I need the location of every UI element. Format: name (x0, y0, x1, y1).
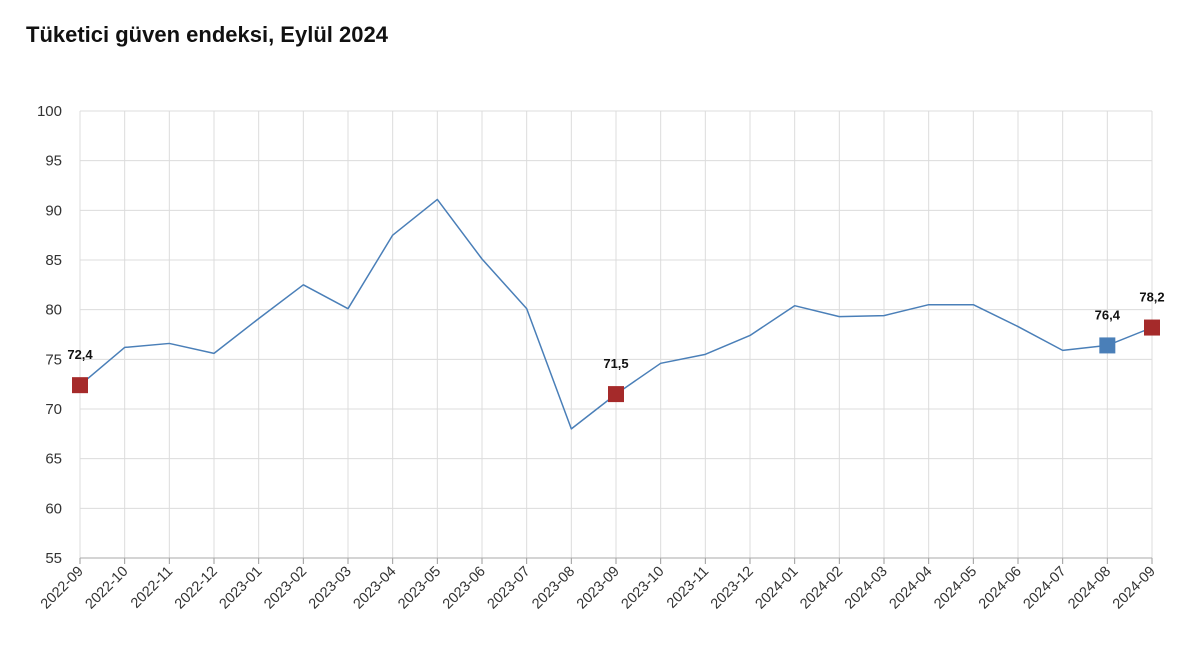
y-tick-label: 95 (45, 153, 62, 170)
highlight-marker (1144, 319, 1160, 336)
y-tick-label: 55 (45, 550, 62, 567)
data-point (212, 351, 216, 355)
highlight-marker (72, 377, 88, 394)
data-point (793, 304, 797, 308)
x-tick-label: 2024-07 (1021, 564, 1070, 613)
x-tick-label: 2023-02 (261, 564, 310, 613)
x-tick-label: 2022-11 (128, 564, 176, 612)
y-tick-label: 100 (37, 103, 62, 120)
x-tick-label: 2023-05 (395, 564, 444, 613)
data-point (882, 314, 886, 318)
x-tick-label: 2023-03 (306, 564, 355, 613)
data-point (435, 197, 439, 201)
data-point (391, 233, 395, 237)
highlight-marker (1099, 337, 1116, 354)
x-tick-label: 2023-11 (664, 564, 712, 612)
y-tick-label: 90 (45, 202, 62, 219)
x-tick-label: 2023-04 (351, 564, 400, 613)
data-point (971, 303, 975, 307)
x-tick-label: 2022-10 (83, 564, 132, 613)
data-label: 71,5 (603, 356, 628, 371)
y-tick-label: 80 (45, 302, 62, 319)
data-point (659, 361, 663, 365)
x-tick-label: 2024-01 (753, 564, 802, 613)
x-tick-label: 2024-05 (931, 564, 980, 613)
data-label: 78,2 (1139, 290, 1164, 305)
data-label: 76,4 (1095, 307, 1121, 322)
data-point (480, 257, 484, 261)
x-tick-label: 2023-10 (619, 564, 668, 613)
x-tick-label: 2023-06 (440, 564, 489, 613)
x-tick-label: 2023-12 (708, 564, 757, 613)
data-point (257, 317, 261, 321)
data-point (569, 427, 573, 431)
data-point (123, 345, 127, 349)
x-tick-label: 2024-09 (1110, 564, 1159, 613)
data-point (525, 307, 529, 311)
x-tick-label: 2024-03 (842, 564, 891, 613)
y-tick-label: 60 (45, 500, 62, 517)
y-tick-label: 85 (45, 252, 62, 269)
data-point (167, 341, 171, 345)
data-point (346, 307, 350, 311)
y-tick-label: 70 (45, 401, 62, 418)
data-label: 72,4 (67, 347, 93, 362)
x-tick-label: 2023-01 (217, 564, 266, 613)
data-point (1016, 325, 1020, 329)
x-tick-label: 2024-08 (1065, 564, 1114, 613)
x-tick-label: 2022-09 (38, 564, 87, 613)
data-point (301, 283, 305, 287)
data-point (1061, 348, 1065, 352)
y-tick-label: 65 (45, 451, 62, 468)
x-tick-label: 2023-07 (485, 564, 534, 613)
y-tick-label: 75 (45, 351, 62, 368)
data-point (837, 315, 841, 319)
x-tick-label: 2023-09 (574, 564, 623, 613)
x-tick-label: 2022-12 (172, 564, 221, 613)
x-tick-label: 2024-04 (887, 564, 936, 613)
chart-title: Tüketici güven endeksi, Eylül 2024 (26, 22, 388, 47)
x-tick-label: 2024-02 (797, 564, 846, 613)
x-tick-label: 2023-08 (529, 564, 578, 613)
highlight-marker (608, 386, 624, 403)
data-point (748, 333, 752, 337)
data-point (703, 352, 707, 356)
data-point (927, 303, 931, 307)
x-tick-label: 2024-06 (976, 564, 1025, 613)
